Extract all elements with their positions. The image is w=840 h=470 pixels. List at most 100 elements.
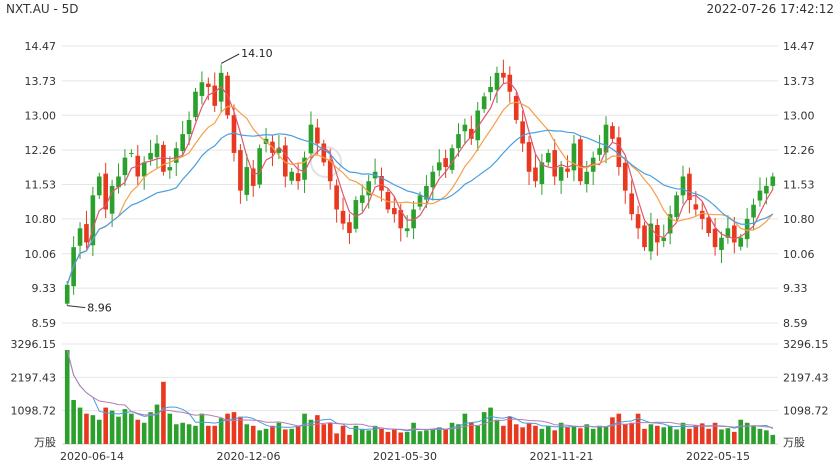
candle [571, 135, 577, 182]
candle-body [449, 148, 455, 170]
candle [315, 119, 320, 155]
candle [321, 139, 327, 167]
candle [103, 162, 109, 218]
candle-body [635, 214, 641, 229]
candle-body [257, 148, 262, 185]
price-tick-right: 14.47 [783, 40, 815, 53]
volume-bar [731, 431, 737, 444]
candle-body [154, 143, 160, 158]
candle-body [366, 181, 371, 196]
volume-bar [64, 349, 70, 444]
candle-body [141, 162, 147, 177]
candle [193, 87, 198, 121]
candle [526, 135, 532, 185]
volume-bar [520, 427, 525, 444]
price-tick-right: 13.00 [783, 109, 815, 122]
volume-bar [597, 425, 602, 444]
candle-body [321, 143, 327, 163]
volume-bar [764, 430, 769, 444]
candle [353, 196, 359, 233]
candle [244, 153, 250, 201]
volume-bar [218, 418, 224, 444]
candle [539, 153, 545, 195]
candle-body [90, 195, 96, 246]
volume-bar [616, 413, 622, 444]
date-tick: 2021-11-21 [530, 450, 594, 463]
volume-bar [212, 425, 218, 444]
candle-body [597, 148, 602, 155]
volume-bar [655, 425, 660, 444]
candle [199, 71, 205, 105]
volume-tick-right: 1098.72 [783, 405, 829, 418]
candle [289, 168, 295, 185]
candle [180, 120, 185, 158]
volume-bar [757, 428, 763, 444]
candle-body [430, 171, 436, 188]
candle [424, 175, 429, 209]
candle-body [109, 185, 115, 214]
candle [603, 116, 609, 164]
volume-bar [751, 425, 756, 444]
candle-body [558, 167, 564, 181]
volume-tick-left: 1098.72 [11, 405, 57, 418]
candle-body [129, 152, 134, 154]
volume-bar [347, 434, 352, 444]
volume-bar [494, 419, 500, 444]
volume-bar [122, 409, 128, 444]
candle [96, 172, 102, 200]
volume-bar [270, 425, 275, 444]
volume-bar [321, 424, 327, 444]
volume-unit-left: 万股 [34, 436, 56, 449]
volume-bar [353, 425, 359, 444]
candle-body [456, 134, 461, 149]
candle-body [398, 209, 404, 229]
candle-body [687, 173, 692, 201]
candle-body [359, 195, 365, 203]
volume-bar [770, 434, 776, 444]
candle-body [77, 228, 83, 246]
candle [610, 122, 615, 143]
candle-body [610, 126, 615, 139]
volume-bar [687, 428, 692, 444]
volume-bar [456, 424, 461, 444]
candle [372, 158, 378, 185]
candle-body [404, 228, 410, 232]
candle-body [738, 237, 744, 247]
candle [161, 141, 166, 176]
candle [334, 179, 339, 223]
candle-body [744, 218, 750, 240]
candle-body [353, 200, 359, 229]
timestamp: 2022-07-26 17:42:12 [706, 2, 834, 16]
volume-bar [706, 428, 711, 444]
volume-bar [680, 422, 686, 444]
volume-bar [244, 424, 250, 444]
volume-bar [443, 428, 448, 444]
candle [680, 165, 686, 204]
candle-body [167, 167, 173, 171]
candle-body [411, 209, 416, 229]
volume-bar [103, 407, 109, 444]
volume-bar [154, 404, 160, 444]
candle [64, 281, 70, 306]
volume-bar [533, 425, 538, 444]
candle-body [436, 162, 442, 171]
candle-body [84, 224, 89, 243]
candle-body [539, 162, 545, 185]
price-tick-left: 10.06 [25, 248, 57, 261]
candle [257, 144, 262, 189]
volume-bar [578, 428, 583, 444]
volume-bar [411, 422, 416, 444]
volume-bar [398, 432, 404, 444]
volume-bar [109, 410, 115, 444]
volume-bar [552, 430, 558, 444]
candle-body [347, 222, 352, 234]
candle-body [282, 145, 288, 177]
volume-bar [539, 428, 545, 444]
ma-short-line [66, 81, 774, 285]
candle-body [212, 85, 218, 106]
price-tick-left: 13.73 [25, 75, 57, 88]
volume-bar [379, 428, 384, 444]
volume-bar [289, 428, 295, 444]
volume-bar [481, 412, 487, 444]
candle-body [545, 152, 551, 163]
